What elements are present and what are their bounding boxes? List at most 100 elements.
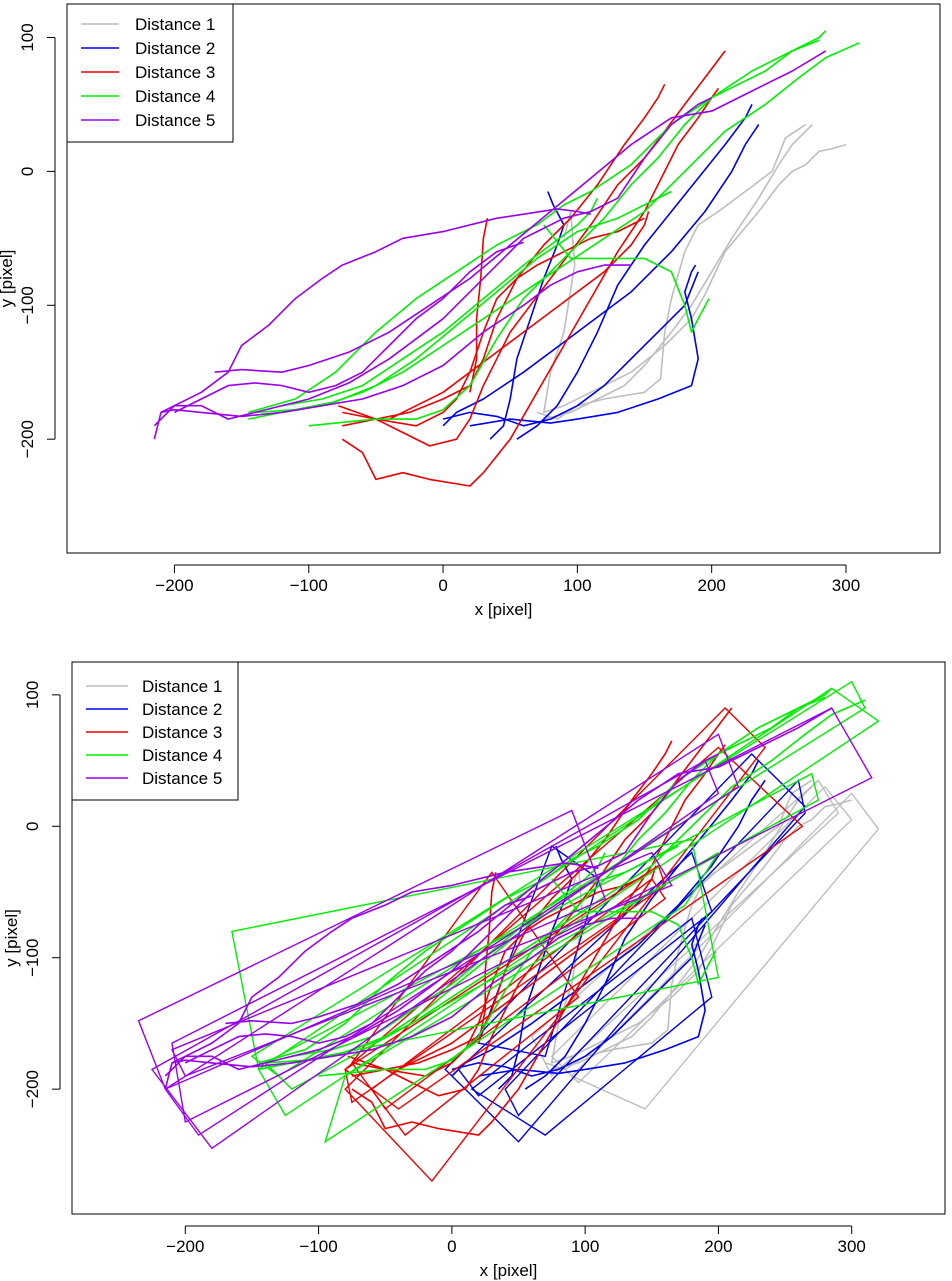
- distance-2-trajectory-5: [489, 191, 565, 440]
- distance-1-box-1: [550, 785, 853, 1084]
- x-tick-label: −200: [155, 576, 193, 595]
- x-tick-label: 100: [563, 576, 591, 595]
- distance-4-trajectory-4: [281, 197, 599, 407]
- x-tick-label: 300: [838, 1237, 866, 1256]
- distance-3-trajectory-4: [342, 83, 666, 427]
- distance-2-trajectory-1: [442, 124, 760, 427]
- distance-4-trajectory-6: [551, 878, 717, 985]
- distance-4-trajectory-5: [248, 39, 820, 414]
- y-axis: −200 −100 0 100: [18, 23, 56, 458]
- distance-2-trajectory-5: [497, 845, 573, 1090]
- x-tick-label: 0: [438, 576, 447, 595]
- y-tick-label: −100: [23, 939, 42, 977]
- legend-label: Distance 2: [142, 700, 222, 719]
- plot-frame: [71, 661, 946, 1215]
- legend: Distance 1 Distance 2 Distance 3 Distance 4…: [71, 661, 239, 801]
- y-tick-label: 100: [18, 23, 37, 51]
- distance-5-trajectory-3: [160, 96, 713, 420]
- distance-3-trajectory-6: [398, 865, 657, 1071]
- distance-5-trajectory-3: [171, 753, 719, 1071]
- distance-4-trajectory-6: [543, 224, 710, 333]
- distance-1-trajectory-2: [551, 779, 819, 1071]
- distance-1-trajectory-3: [536, 123, 807, 420]
- distance-2-trajectory-2: [478, 917, 706, 1077]
- legend-box: [66, 3, 234, 143]
- x-axis-label: x [pixel]: [475, 600, 533, 619]
- legend-box: [71, 661, 239, 801]
- x-tick-label: 300: [832, 576, 860, 595]
- plot-data-lines-and-boxes: [137, 680, 880, 1183]
- distance-2-trajectory-3: [442, 271, 699, 427]
- distance-5-box-2: [171, 707, 873, 1124]
- distance-4-trajectory-3: [308, 30, 827, 427]
- y-tick-label: −200: [23, 1070, 42, 1108]
- y-axis: −200 −100 0 100: [23, 681, 61, 1108]
- top-panel-trajectories: −200 −100 0 100 200 300 −200 −100 0 100 x [pixel…: [0, 3, 941, 619]
- distance-3-trajectory-1: [351, 744, 726, 1136]
- distance-3-trajectory-1: [341, 87, 720, 487]
- distance-5-trajectory-2: [153, 264, 632, 440]
- x-tick-label: 200: [697, 576, 725, 595]
- distance-4-box-1: [231, 838, 720, 1071]
- x-tick-label: −100: [290, 576, 328, 595]
- distance-4-trajectory-4: [291, 852, 606, 1058]
- distance-4-box-2: [257, 687, 880, 1117]
- x-axis-label: x [pixel]: [480, 1261, 538, 1280]
- y-axis-label: y [pixel]: [2, 909, 21, 967]
- y-tick-label: 100: [23, 681, 42, 709]
- distance-5-box-4: [150, 759, 720, 1150]
- distance-1-trajectory-1: [542, 143, 847, 414]
- distance-5-trajectory-5: [214, 50, 827, 374]
- x-tick-label: 0: [447, 1237, 456, 1256]
- distance-3-trajectory-5: [469, 218, 489, 393]
- plot-frame: [66, 3, 941, 554]
- legend: Distance 1 Distance 2 Distance 3 Distance 4…: [66, 3, 234, 143]
- distance-4-box-4: [323, 851, 719, 1144]
- plot-data-lines: [153, 30, 860, 487]
- distance-5-trajectory-4: [174, 241, 524, 414]
- y-tick-label: 0: [18, 167, 37, 176]
- distance-3-box-2: [344, 746, 804, 1110]
- y-tick-label: −200: [18, 420, 37, 458]
- legend-label: Distance 4: [142, 746, 222, 765]
- legend-label: Distance 5: [142, 769, 222, 788]
- distance-2-trajectory-4: [516, 104, 753, 440]
- distance-4-trajectory-5: [258, 696, 826, 1064]
- distance-2-trajectory-2: [469, 264, 700, 427]
- distance-3-box-4: [344, 864, 666, 1104]
- legend-label: Distance 1: [142, 677, 222, 696]
- distance-5-trajectory-5: [225, 707, 833, 1025]
- distance-2-box-2: [470, 917, 713, 1136]
- x-tick-label: 100: [571, 1237, 599, 1256]
- distance-2-trajectory-4: [524, 760, 760, 1090]
- distance-3-trajectory-3: [338, 217, 645, 427]
- distance-5-trajectory-1: [153, 208, 591, 427]
- distance-3-trajectory-5: [477, 872, 497, 1044]
- x-tick-label: 200: [704, 1237, 732, 1256]
- distance-3-box-1: [344, 707, 767, 1183]
- distance-1-trajectory-2: [543, 123, 813, 420]
- distance-4-trajectory-3: [318, 687, 833, 1077]
- distance-5-trajectory-1: [164, 862, 599, 1077]
- distance-4-trajectory-2: [254, 190, 672, 414]
- legend-label: Distance 2: [135, 39, 215, 58]
- y-tick-label: −100: [18, 286, 37, 324]
- distance-2-trajectory-3: [451, 924, 706, 1077]
- y-tick-label: 0: [23, 822, 42, 831]
- legend-label: Distance 5: [135, 111, 215, 130]
- distance-1-box-2: [570, 792, 880, 1110]
- x-axis: −200 −100 0 100 200 300: [155, 564, 860, 595]
- distance-4-trajectory-2: [265, 845, 679, 1064]
- distance-5-box-3: [164, 733, 740, 1137]
- legend-label: Distance 4: [135, 87, 215, 106]
- distance-3-trajectory-4: [351, 740, 673, 1077]
- distance-5-trajectory-2: [164, 917, 639, 1090]
- distance-2-trajectory-1: [451, 779, 766, 1077]
- bottom-panel-trajectories-with-boxes: −200 −100 0 100 200 300 −200 −100 0 100 x [pixel…: [2, 661, 946, 1280]
- x-axis: −200 −100 0 100 200 300: [166, 1225, 866, 1256]
- legend-label: Distance 1: [135, 15, 215, 34]
- x-tick-label: −200: [166, 1237, 204, 1256]
- x-tick-label: −100: [299, 1237, 337, 1256]
- distance-3-trajectory-6: [388, 211, 650, 420]
